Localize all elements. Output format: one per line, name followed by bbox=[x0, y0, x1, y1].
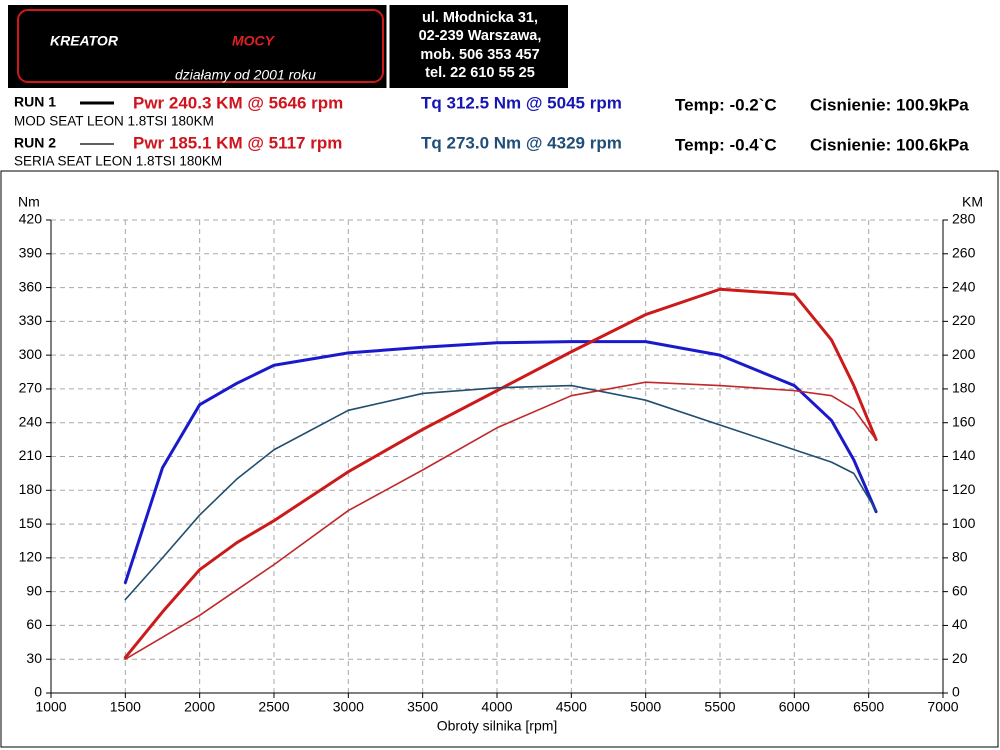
y2-tick-label: 40 bbox=[952, 616, 968, 632]
y-tick-label: 300 bbox=[19, 346, 43, 362]
y-tick-label: 420 bbox=[19, 211, 43, 227]
y2-tick-label: 280 bbox=[952, 211, 976, 227]
y-tick-label: 90 bbox=[26, 582, 42, 598]
y-tick-label: 60 bbox=[26, 616, 42, 632]
run-label: RUN 1 bbox=[14, 94, 56, 110]
y-tick-label: 360 bbox=[19, 278, 43, 294]
run-torque: Tq 312.5 Nm @ 5045 rpm bbox=[421, 93, 622, 112]
run-description: MOD SEAT LEON 1.8TSI 180KM bbox=[14, 114, 214, 129]
y-tick-label: 210 bbox=[19, 447, 43, 463]
run-torque: Tq 273.0 Nm @ 4329 rpm bbox=[421, 133, 622, 152]
y2-tick-label: 0 bbox=[952, 684, 960, 700]
series-line bbox=[123, 340, 878, 585]
x-tick-label: 3000 bbox=[333, 699, 364, 715]
y-tick-label: 30 bbox=[26, 650, 42, 666]
series-line bbox=[123, 287, 878, 660]
logo-tagline: działamy od 2001 roku bbox=[175, 67, 316, 83]
run-pressure: Cisnienie: 100.6kPa bbox=[810, 135, 969, 154]
address-line: tel. 22 610 55 25 bbox=[425, 65, 535, 81]
x-tick-label: 2500 bbox=[258, 699, 289, 715]
run-pressure: Cisnienie: 100.9kPa bbox=[810, 95, 969, 114]
y2-tick-label: 20 bbox=[952, 650, 968, 666]
y-tick-label: 240 bbox=[19, 413, 43, 429]
y2-tick-label: 220 bbox=[952, 312, 976, 328]
y2-tick-label: 100 bbox=[952, 515, 976, 531]
chart-frame bbox=[0, 170, 999, 748]
x-tick-label: 7000 bbox=[927, 699, 958, 715]
y-axis-label: Nm bbox=[18, 194, 40, 210]
y2-tick-label: 160 bbox=[952, 413, 976, 429]
series-line bbox=[124, 381, 877, 661]
y2-tick-label: 120 bbox=[952, 481, 976, 497]
run-temp: Temp: -0.2`C bbox=[675, 95, 777, 114]
y2-tick-label: 80 bbox=[952, 549, 968, 565]
x-tick-label: 5500 bbox=[704, 699, 735, 715]
y2-tick-label: 140 bbox=[952, 447, 976, 463]
y2-tick-label: 180 bbox=[952, 380, 976, 396]
y2-tick-label: 240 bbox=[952, 278, 976, 294]
run-description: SERIA SEAT LEON 1.8TSI 180KM bbox=[14, 154, 222, 169]
x-tick-label: 4000 bbox=[481, 699, 512, 715]
series-line bbox=[124, 384, 877, 601]
run-temp: Temp: -0.4`C bbox=[675, 135, 777, 154]
y2-axis-label: KM bbox=[962, 194, 983, 210]
x-tick-label: 6000 bbox=[779, 699, 810, 715]
y-tick-label: 390 bbox=[19, 244, 43, 260]
y-tick-label: 270 bbox=[19, 380, 43, 396]
y2-tick-label: 200 bbox=[952, 346, 976, 362]
y-tick-label: 0 bbox=[34, 684, 42, 700]
y-tick-label: 150 bbox=[19, 515, 43, 531]
y2-tick-label: 60 bbox=[952, 582, 968, 598]
x-tick-label: 6500 bbox=[853, 699, 884, 715]
x-tick-label: 3500 bbox=[407, 699, 438, 715]
header-band bbox=[8, 5, 568, 88]
run-power: Pwr 240.3 KM @ 5646 rpm bbox=[133, 93, 343, 112]
address-line: mob. 506 353 457 bbox=[420, 47, 539, 63]
x-tick-label: 5000 bbox=[630, 699, 661, 715]
logo-accent: MOCY bbox=[232, 33, 276, 49]
logo-frame bbox=[17, 9, 384, 83]
y2-tick-label: 260 bbox=[952, 244, 976, 260]
y-tick-label: 330 bbox=[19, 312, 43, 328]
x-tick-label: 2000 bbox=[184, 699, 215, 715]
run-power: Pwr 185.1 KM @ 5117 rpm bbox=[133, 133, 342, 152]
address-line: ul. Młodnicka 31, bbox=[422, 10, 538, 26]
y-tick-label: 120 bbox=[19, 549, 43, 565]
x-tick-label: 1500 bbox=[110, 699, 141, 715]
x-tick-label: 4500 bbox=[556, 699, 587, 715]
logo-brand: KREATOR bbox=[50, 33, 119, 49]
run-label: RUN 2 bbox=[14, 135, 56, 151]
x-tick-label: 1000 bbox=[35, 699, 66, 715]
address-line: 02-239 Warszawa, bbox=[419, 28, 542, 44]
x-axis-label: Obroty silnika [rpm] bbox=[437, 718, 558, 734]
y-tick-label: 180 bbox=[19, 481, 43, 497]
plot: 0 30 60 90 120 150 180 210 240 270 300 330 360 390 420… bbox=[19, 211, 976, 715]
